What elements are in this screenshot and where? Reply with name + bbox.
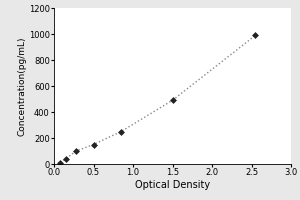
Y-axis label: Concentration(pg/mL): Concentration(pg/mL): [17, 36, 26, 136]
X-axis label: Optical Density: Optical Density: [135, 180, 210, 190]
